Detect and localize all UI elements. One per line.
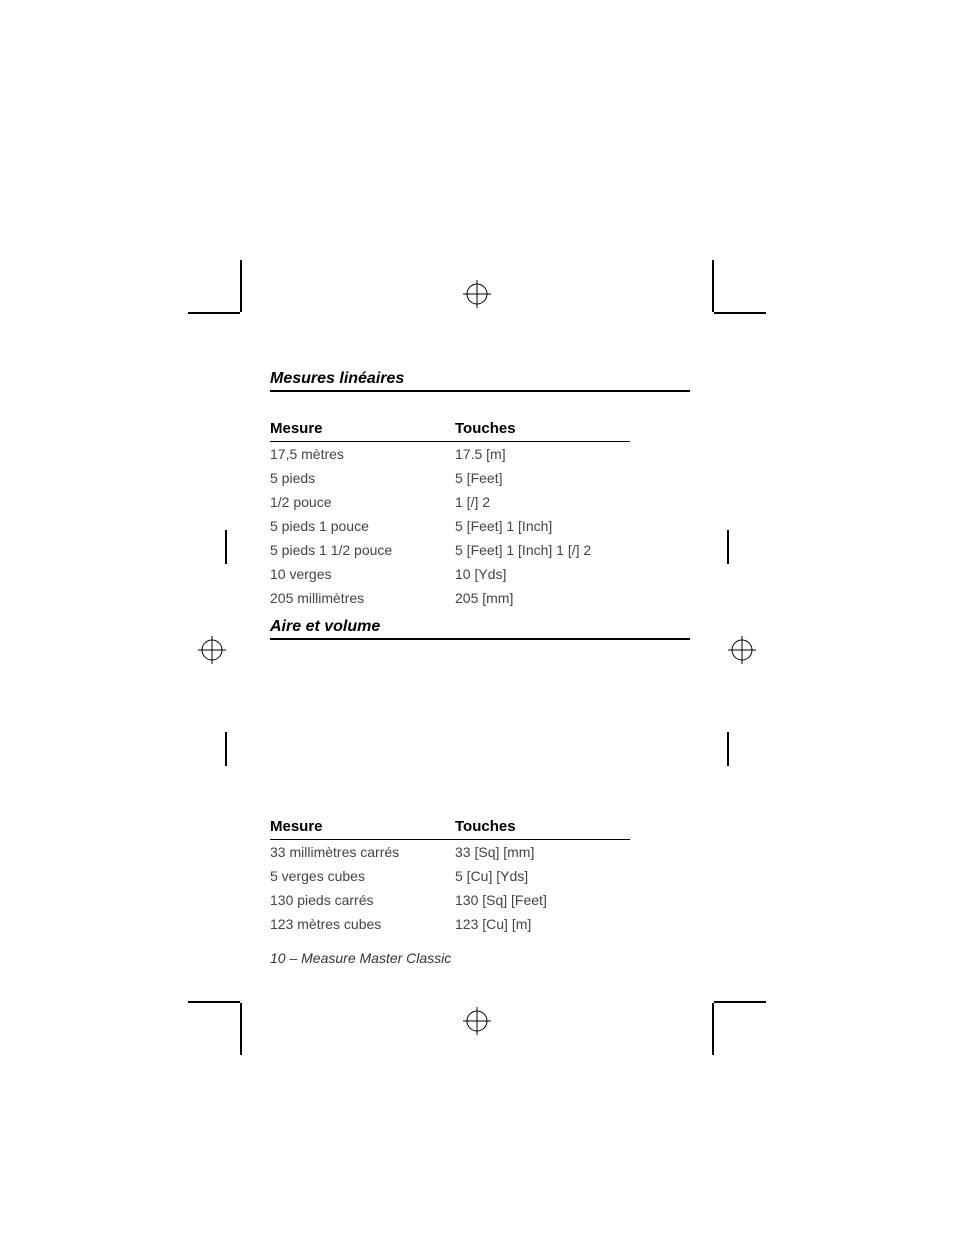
registration-mark: [728, 636, 756, 664]
table-row: 33 millimètres carrés33 [Sq] [mm]: [270, 840, 630, 865]
table-row: 5 pieds5 [Feet]: [270, 466, 630, 490]
cell: 130 pieds carrés: [270, 888, 455, 912]
table-header-mesure: Mesure: [270, 818, 455, 840]
table-volume: Mesure Touches 33 millimètres carrés33 […: [270, 818, 630, 936]
cell: 123 mètres cubes: [270, 912, 455, 936]
registration-mark: [463, 280, 491, 308]
cell: 130 [Sq] [Feet]: [455, 888, 630, 912]
crop-mark: [225, 732, 227, 766]
crop-mark: [225, 530, 227, 564]
cell: 5 [Feet] 1 [Inch] 1 [/] 2: [455, 538, 630, 562]
cell: 5 [Feet] 1 [Inch]: [455, 514, 630, 538]
crop-mark: [188, 312, 240, 314]
cell: 33 millimètres carrés: [270, 840, 455, 865]
table-header-touches: Touches: [455, 818, 630, 840]
cell: 1 [/] 2: [455, 490, 630, 514]
crop-mark: [240, 260, 242, 312]
crop-mark: [712, 260, 714, 312]
table-row: 1/2 pouce1 [/] 2: [270, 490, 630, 514]
table-row: 130 pieds carrés130 [Sq] [Feet]: [270, 888, 630, 912]
table-header-touches: Touches: [455, 420, 630, 442]
crop-mark: [714, 312, 766, 314]
cell: 5 verges cubes: [270, 864, 455, 888]
table-header-mesure: Mesure: [270, 420, 455, 442]
section-title-linear: Mesures linéaires: [270, 370, 690, 392]
table-row: 10 verges10 [Yds]: [270, 562, 630, 586]
cell: 5 pieds 1 pouce: [270, 514, 455, 538]
crop-mark: [727, 530, 729, 564]
cell: 5 [Cu] [Yds]: [455, 864, 630, 888]
cell: 33 [Sq] [mm]: [455, 840, 630, 865]
cell: 205 millimètres: [270, 586, 455, 610]
table-row: 123 mètres cubes123 [Cu] [m]: [270, 912, 630, 936]
cell: 5 pieds 1 1/2 pouce: [270, 538, 455, 562]
table-row: 5 pieds 1 1/2 pouce5 [Feet] 1 [Inch] 1 […: [270, 538, 630, 562]
cell: 10 verges: [270, 562, 455, 586]
table-row: 205 millimètres205 [mm]: [270, 586, 630, 610]
cell: 205 [mm]: [455, 586, 630, 610]
cell: 17,5 mètres: [270, 442, 455, 467]
registration-mark: [463, 1007, 491, 1035]
crop-mark: [712, 1003, 714, 1055]
crop-mark: [240, 1003, 242, 1055]
table-row: 5 verges cubes5 [Cu] [Yds]: [270, 864, 630, 888]
crop-mark: [727, 732, 729, 766]
page-footer: 10 – Measure Master Classic: [270, 950, 690, 966]
cell: 17.5 [m]: [455, 442, 630, 467]
table-row: 17,5 mètres17.5 [m]: [270, 442, 630, 467]
section-title-volume: Aire et volume: [270, 618, 690, 640]
cell: 1/2 pouce: [270, 490, 455, 514]
cell: 10 [Yds]: [455, 562, 630, 586]
cell: 5 pieds: [270, 466, 455, 490]
cell: 123 [Cu] [m]: [455, 912, 630, 936]
page-body: Mesures linéaires Mesure Touches 17,5 mè…: [270, 370, 690, 966]
registration-mark: [198, 636, 226, 664]
crop-mark: [714, 1001, 766, 1003]
cell: 5 [Feet]: [455, 466, 630, 490]
crop-mark: [188, 1001, 240, 1003]
table-linear: Mesure Touches 17,5 mètres17.5 [m] 5 pie…: [270, 420, 630, 610]
table-row: 5 pieds 1 pouce5 [Feet] 1 [Inch]: [270, 514, 630, 538]
